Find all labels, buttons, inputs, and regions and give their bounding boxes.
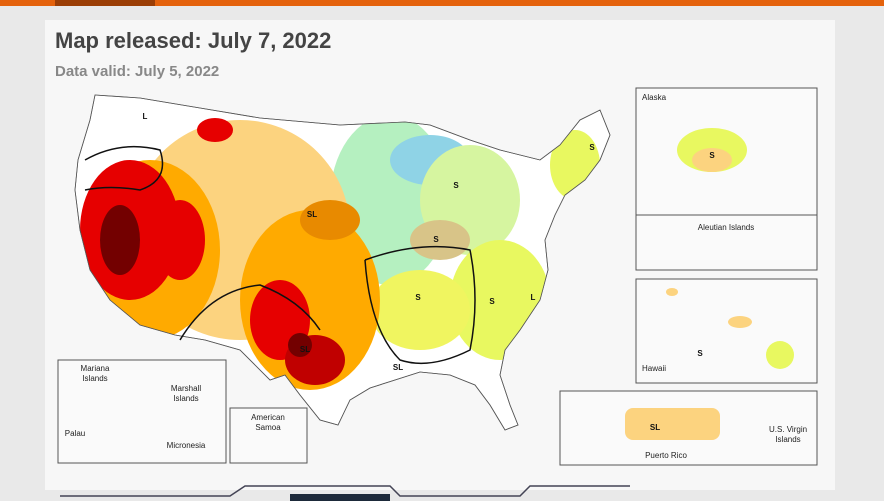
inset-alaska: Alaska <box>635 87 818 216</box>
impact-label: S <box>489 297 495 306</box>
inset-label: Islands <box>82 374 107 383</box>
inset-label: Aleutian Islands <box>698 223 754 232</box>
inset-label: Palau <box>65 429 85 438</box>
inset-label: Marshall <box>171 384 201 393</box>
inset-label: Mariana <box>81 364 110 373</box>
impact-label: S <box>453 181 459 190</box>
inset-label: Islands <box>173 394 198 403</box>
inset-label: American <box>251 413 285 422</box>
impact-label: S <box>589 143 595 152</box>
title: Map released: July 7, 2022 <box>55 28 331 53</box>
impact-label: S <box>709 151 715 160</box>
impact-label: S <box>433 235 439 244</box>
inset-label: Alaska <box>642 93 667 102</box>
inset-label: U.S. Virgin <box>769 425 807 434</box>
inset-puerto-rico: Puerto Rico U.S. Virgin Islands <box>559 390 818 466</box>
impact-label: L <box>143 112 148 121</box>
footer-decoration <box>290 494 390 501</box>
subtitle: Data valid: July 5, 2022 <box>55 63 219 80</box>
impact-label: SL <box>300 345 310 354</box>
impact-label: SL <box>393 363 403 372</box>
inset-pacific: Mariana Islands Marshall Islands Palau M… <box>57 359 227 464</box>
impact-label: S <box>415 293 421 302</box>
impact-label: L <box>531 293 536 302</box>
inset-label: Islands <box>775 435 800 444</box>
inset-hawaii: Hawaii <box>635 278 818 384</box>
top-bar-accent <box>55 0 155 6</box>
inset-aleutian: Aleutian Islands <box>635 214 818 271</box>
impact-label: SL <box>307 210 317 219</box>
footer-decoration <box>60 485 630 497</box>
impact-label: SL <box>650 423 660 432</box>
inset-label: Puerto Rico <box>645 451 687 460</box>
inset-label: Micronesia <box>167 441 206 450</box>
impact-label: S <box>697 349 703 358</box>
inset-label: Hawaii <box>642 364 666 373</box>
inset-samoa: American Samoa <box>229 407 308 464</box>
inset-label: Samoa <box>255 423 281 432</box>
top-bar <box>0 0 884 6</box>
